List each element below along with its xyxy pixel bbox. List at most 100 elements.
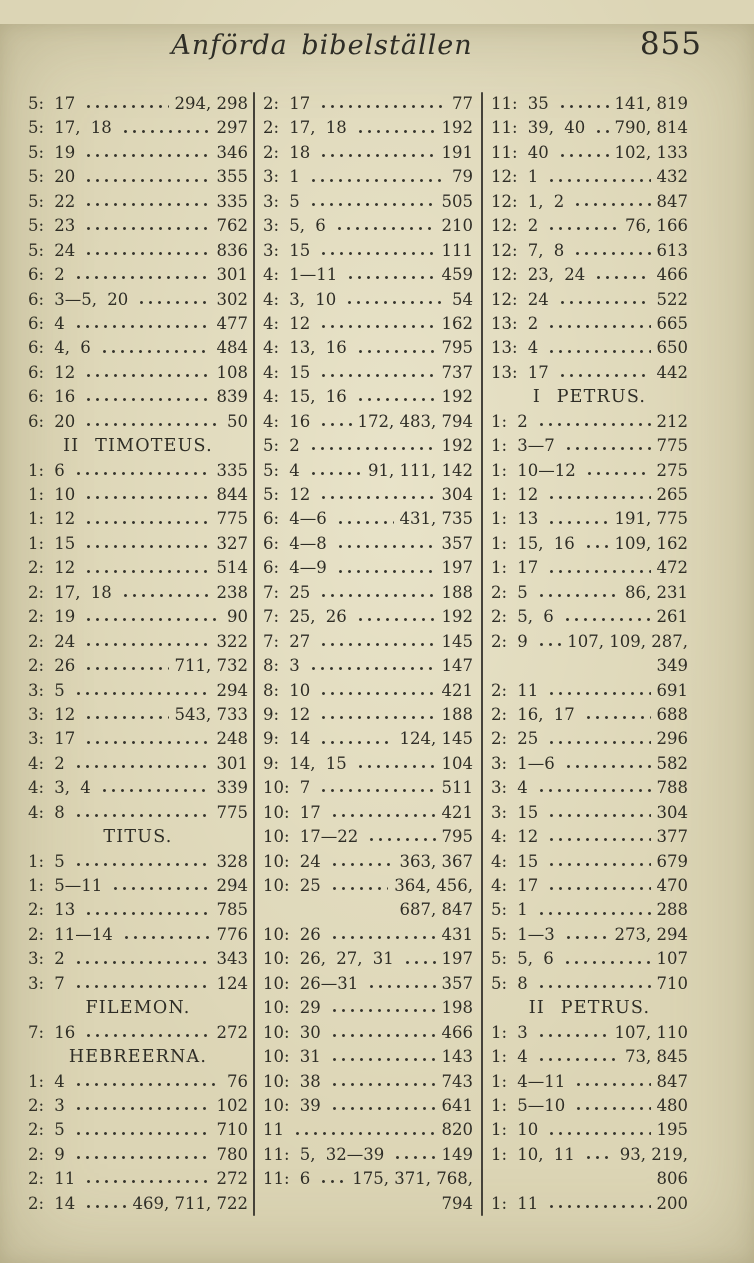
verse-ref: 6: 4—8	[263, 533, 327, 553]
dot-leader	[536, 776, 651, 801]
verse-ref: 5: 23	[28, 216, 76, 236]
dot-leader	[319, 580, 436, 606]
dot-leader	[329, 1045, 436, 1070]
dot-leader	[120, 580, 211, 606]
dot-leader	[84, 507, 211, 532]
index-entry: 11: 6 175, 371, 768,	[263, 1167, 473, 1192]
page-refs: 272	[216, 1169, 249, 1189]
page-refs: 431, 735	[399, 509, 473, 529]
page-refs: 302	[216, 289, 249, 309]
page-refs: 198	[441, 998, 474, 1018]
verse-ref: 3: 2	[28, 949, 65, 969]
verse-ref: 2: 5, 6	[491, 607, 554, 627]
index-entry: 1: 10 844	[28, 483, 248, 508]
dot-leader	[536, 409, 651, 435]
page-refs: 297	[216, 118, 249, 138]
dot-leader	[73, 311, 211, 337]
dot-leader	[547, 336, 651, 361]
page-refs: 780	[216, 1144, 249, 1164]
index-entry: 3: 2 343	[28, 947, 248, 972]
dot-leader	[562, 947, 651, 972]
page-refs: 679	[656, 851, 689, 871]
page-refs: 355	[216, 167, 249, 187]
verse-ref: 3: 5	[263, 191, 300, 211]
dot-leader	[547, 800, 651, 826]
dot-leader	[574, 1093, 651, 1119]
index-entry: 2: 16, 17 688	[491, 702, 688, 728]
index-entry: 1: 5—11 294	[28, 874, 248, 899]
verse-ref: 4: 3, 4	[28, 778, 91, 798]
page-refs: 275	[656, 460, 689, 480]
dot-leader	[99, 336, 211, 361]
dot-leader	[84, 605, 221, 630]
section-heading: FILEMON.	[85, 998, 191, 1019]
index-entry: 1: 5—10 480	[491, 1093, 689, 1119]
dot-leader	[573, 238, 651, 264]
page-refs: 76, 166	[625, 216, 688, 236]
dot-leader	[319, 1167, 347, 1192]
page-refs: 124, 145	[399, 729, 473, 749]
page-refs: 480	[656, 1095, 689, 1115]
page-refs: 107, 110	[614, 1022, 688, 1042]
index-entry: 1: 10—12 275	[491, 458, 689, 483]
verse-ref: 2: 13	[28, 900, 76, 920]
verse-ref: 10: 30	[263, 1022, 321, 1042]
page-refs: 265	[656, 485, 689, 504]
dot-leader	[355, 751, 436, 777]
dot-leader	[574, 1069, 651, 1094]
page-refs: 143	[441, 1047, 474, 1067]
index-entry: 9: 12 188	[263, 702, 473, 728]
index-entry: 1: 2 212	[491, 409, 688, 435]
page-refs: 322	[216, 631, 249, 651]
dot-leader	[335, 507, 394, 532]
verse-ref: 7: 25, 26	[263, 607, 347, 627]
verse-ref: 4: 12	[491, 827, 539, 847]
index-entry: 1: 15 327	[28, 531, 248, 557]
index-entry: 3: 7 124	[28, 971, 248, 997]
dot-leader	[334, 214, 436, 239]
verse-ref: 5: 2	[263, 436, 300, 456]
page-refs: 328	[216, 851, 249, 871]
dot-leader	[584, 458, 651, 483]
dot-leader	[121, 922, 211, 948]
index-entry: 5: 8 710	[491, 971, 688, 997]
verse-ref: 1: 5—11	[28, 876, 103, 895]
dot-leader	[73, 800, 211, 826]
page-refs: 109, 162	[614, 533, 688, 553]
dot-leader	[547, 727, 651, 752]
page-refs: 484	[216, 338, 249, 358]
verse-ref: 1: 6	[28, 460, 65, 480]
page-refs: 847	[656, 1071, 689, 1091]
dot-leader	[319, 776, 436, 801]
verse-ref: 1: 3	[491, 1022, 528, 1042]
page-refs: 261	[656, 607, 689, 627]
dot-leader	[536, 898, 651, 923]
dot-leader	[84, 360, 211, 386]
dot-leader	[73, 1118, 211, 1143]
verse-ref: 10: 24	[263, 851, 321, 871]
index-entry: 4: 2 301	[28, 751, 248, 777]
section-heading: II TIMOTEUS.	[63, 436, 213, 457]
index-entry: 3: 5 505	[263, 189, 473, 215]
index-entry: 10: 26 431	[263, 922, 473, 948]
verse-ref: 11: 6	[263, 1169, 311, 1189]
index-entry: 10: 30 466	[263, 1020, 473, 1046]
index-entry: 6: 4—8 357	[263, 531, 473, 557]
verse-ref: 1: 10—12	[491, 460, 576, 480]
index-entry: 1: 4—11 847	[491, 1069, 689, 1094]
dot-leader	[73, 678, 211, 703]
dot-leader	[536, 1020, 609, 1046]
verse-ref: 1: 10	[491, 1120, 539, 1140]
verse-ref: 1: 10	[28, 485, 76, 504]
verse-ref: 2: 9	[491, 631, 528, 651]
index-entry: 12: 24 522	[491, 287, 688, 312]
dot-leader	[319, 702, 436, 728]
dot-leader	[73, 1069, 221, 1094]
index-entry: 1: 4 76	[28, 1069, 248, 1094]
section-heading: HEBREERNA.	[68, 1047, 208, 1068]
index-entry: 2: 13 785	[28, 898, 248, 923]
page-refs: 737	[441, 362, 474, 382]
verse-ref: 1: 12	[491, 485, 539, 504]
index-entry: 6: 3—5, 20 302	[28, 287, 249, 312]
page-refs: 335	[216, 191, 249, 211]
